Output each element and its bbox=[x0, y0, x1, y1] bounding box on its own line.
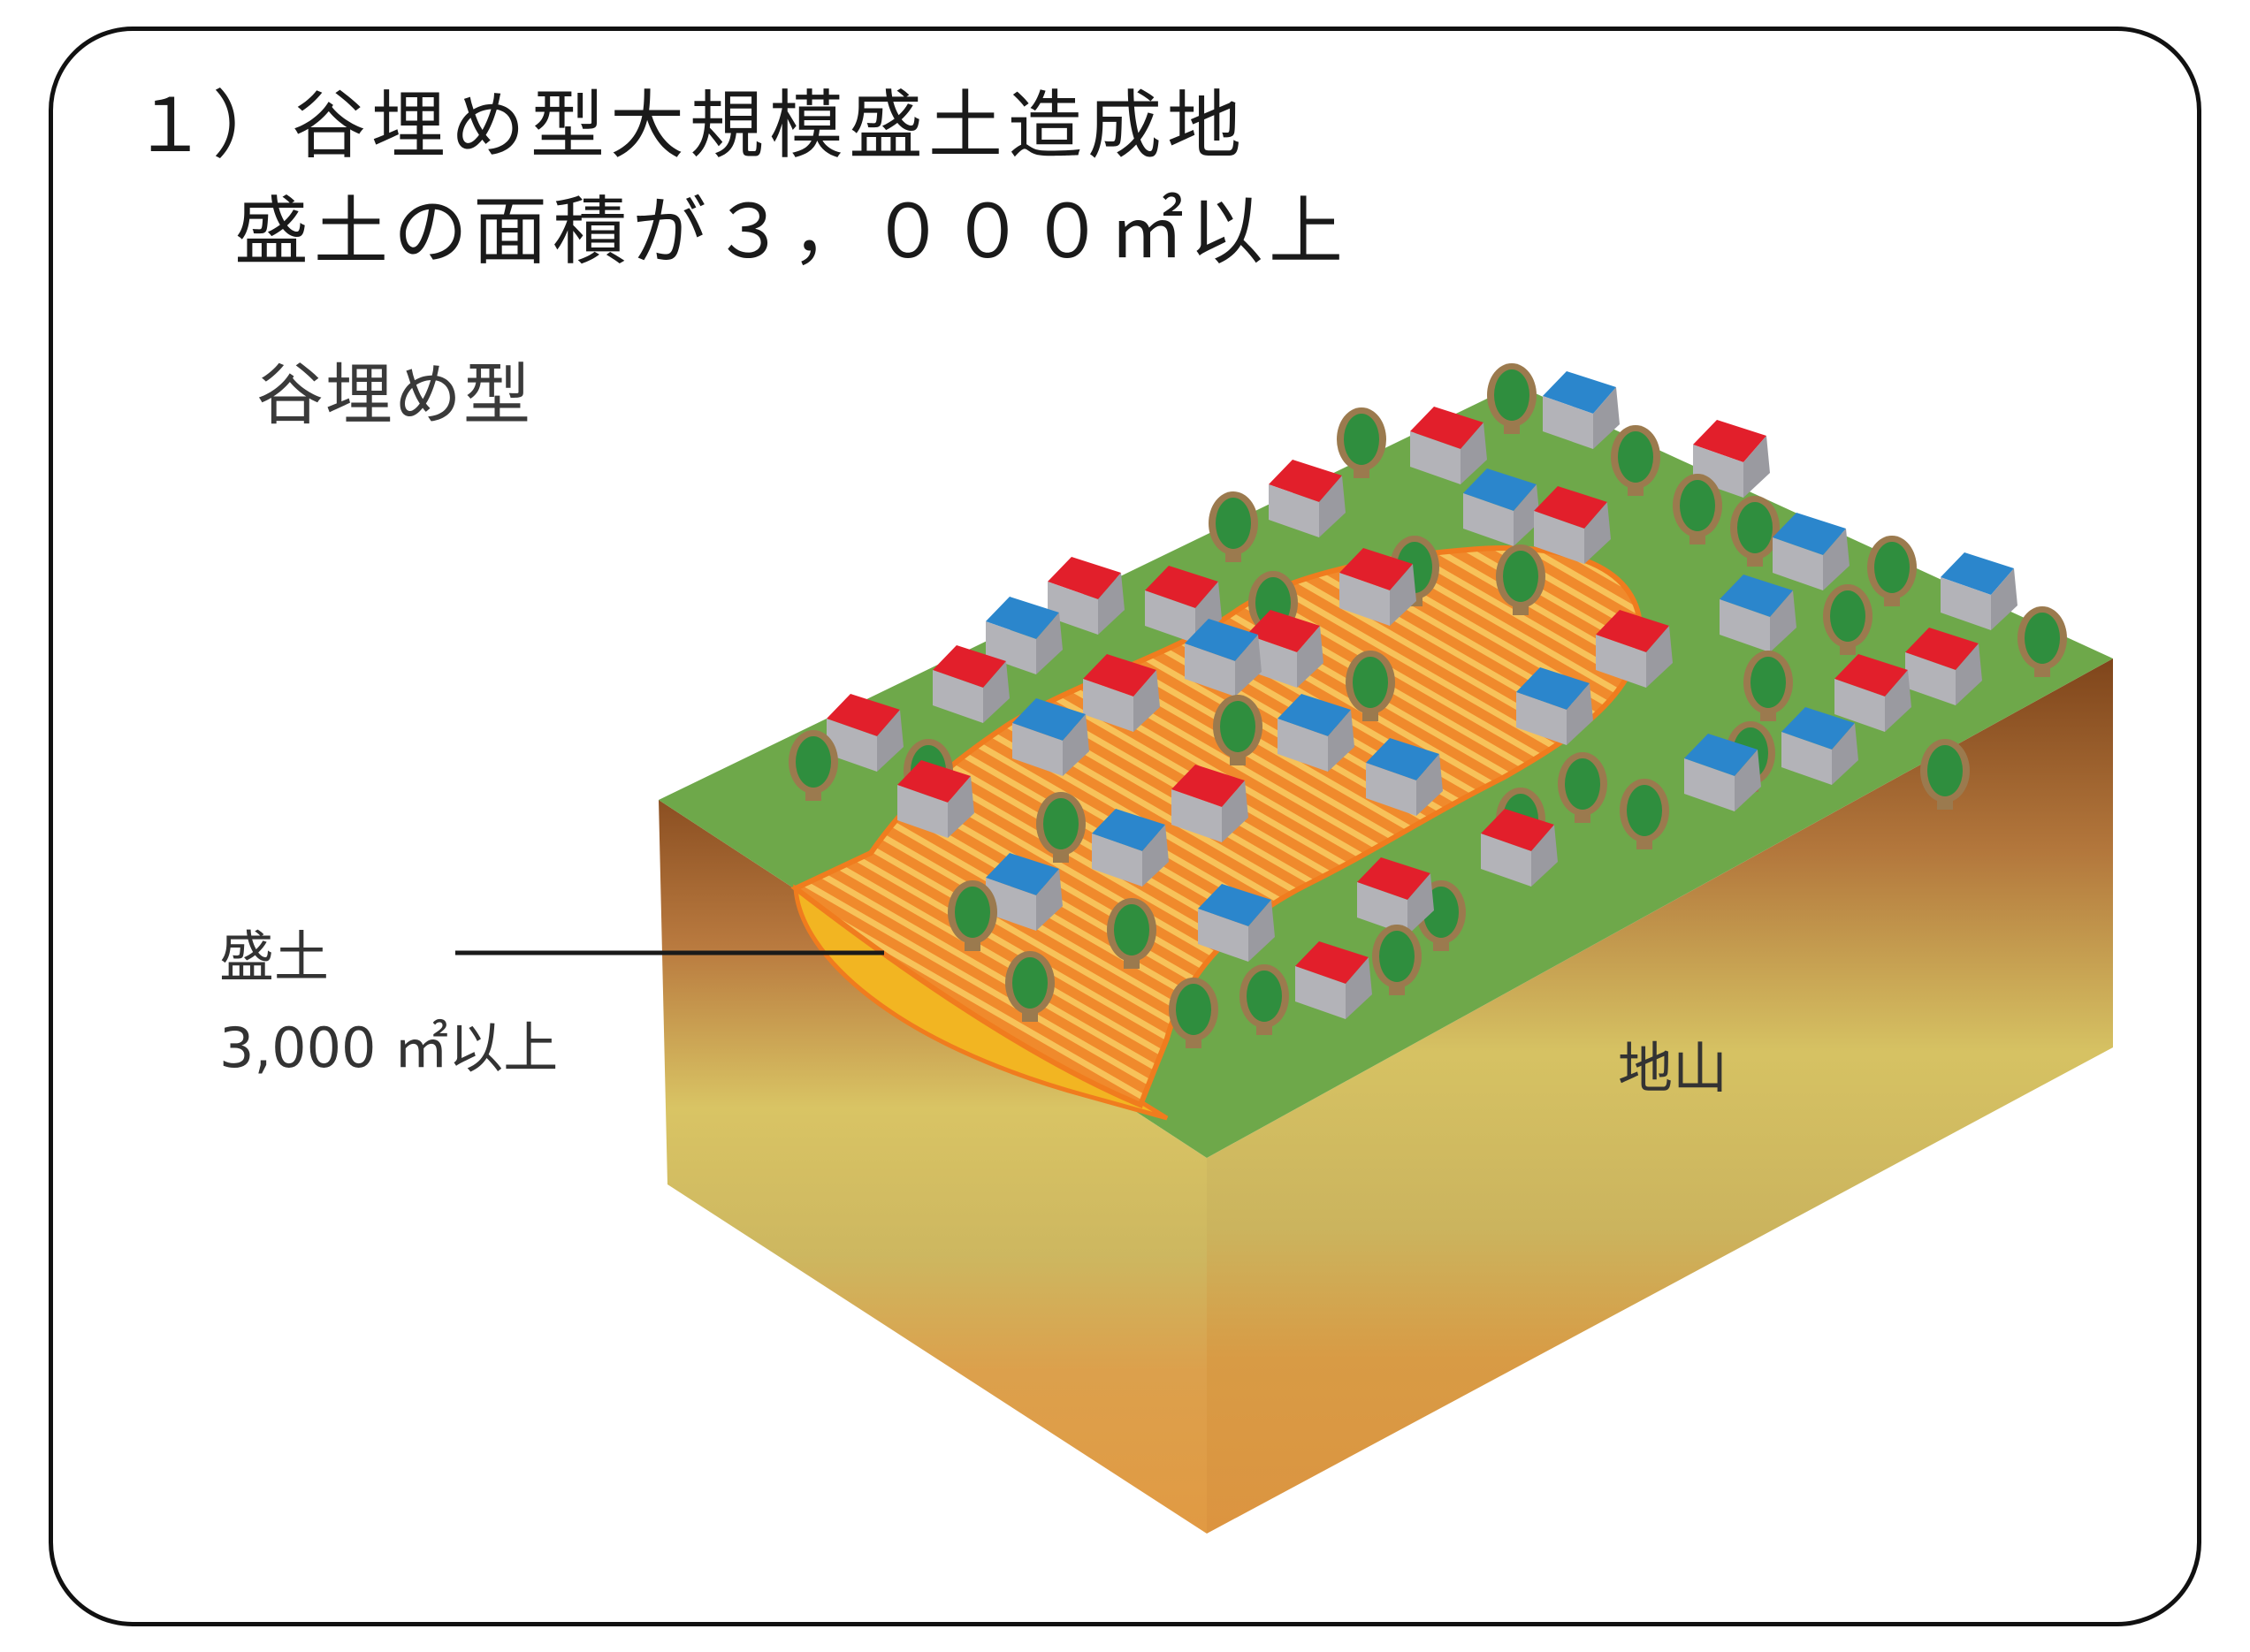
block-front-face bbox=[659, 800, 1207, 1534]
fill-label: 盛土 bbox=[219, 925, 330, 989]
title-line-2: 盛土の面積が３，０００㎡以上 bbox=[234, 188, 1349, 275]
diagram-subtitle: 谷埋め型 bbox=[256, 355, 532, 434]
title-line-1: １）谷埋め型大規模盛土造成地 bbox=[133, 82, 1247, 169]
fill-area-label: 3,000 ㎡以上 bbox=[219, 1016, 559, 1080]
rounded-frame bbox=[49, 27, 2201, 1626]
block-right-face bbox=[1207, 659, 2113, 1534]
ground-label: 地山 bbox=[1618, 1036, 1728, 1100]
